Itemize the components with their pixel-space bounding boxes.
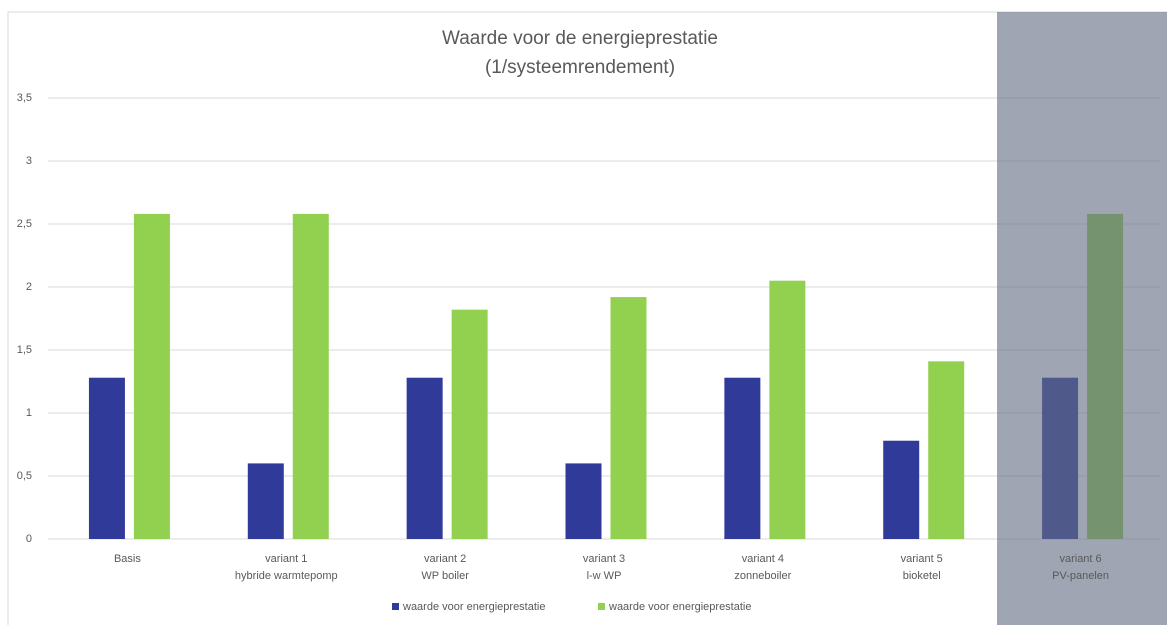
y-tick-label: 3	[26, 155, 32, 167]
x-tick-label: variant 3	[583, 553, 625, 565]
plot	[48, 97, 1160, 540]
bar	[88, 377, 125, 539]
bar	[883, 440, 920, 539]
x-tick-label: zonneboiler	[734, 570, 791, 582]
x-tick-label: variant 1	[265, 553, 307, 565]
y-tick-label: 3,5	[17, 92, 32, 104]
x-tick-label: variant 2	[424, 553, 466, 565]
bar	[247, 463, 284, 539]
bar	[133, 213, 170, 540]
legend-swatch	[392, 603, 399, 610]
bar	[406, 377, 443, 539]
x-tick-label: PV-panelen	[1052, 570, 1109, 582]
bar	[565, 463, 602, 539]
x-tick-label: hybride warmtepomp	[235, 570, 338, 582]
x-tick-label: WP boiler	[421, 570, 469, 582]
y-tick-label: 0,5	[17, 470, 32, 482]
bar	[769, 280, 806, 539]
y-tick-label: 1,5	[17, 344, 32, 356]
highlight	[997, 12, 1167, 625]
legend-label: waarde voor energieprestatie	[402, 601, 545, 613]
x-tick-label: variant 4	[742, 553, 784, 565]
legend-swatch	[598, 603, 605, 610]
bar	[292, 213, 329, 540]
x-tick-label: Basis	[114, 553, 141, 565]
y-tick-label: 0	[26, 533, 32, 545]
bar	[610, 297, 647, 539]
x-tick-label: l-w WP	[587, 570, 622, 582]
x-tick-label: variant 6	[1059, 553, 1101, 565]
legend-label: waarde voor energieprestatie	[608, 601, 751, 613]
x-tick-label: bioketel	[903, 570, 941, 582]
y-tick-label: 1	[26, 407, 32, 419]
chart-subtitle: (1/systeemrendement)	[485, 57, 675, 78]
x-tick-label: variant 5	[901, 553, 943, 565]
chart-title: Waarde voor de energieprestatie	[442, 28, 718, 49]
y-tick-label: 2,5	[17, 218, 32, 230]
bar	[724, 377, 761, 539]
y-tick-label: 2	[26, 281, 32, 293]
labels: 0 0,5 1 1,5 2 2,5 3 3,5 Basis variant 1 hybride wa…	[17, 92, 1109, 613]
bar	[928, 361, 965, 539]
bar	[451, 309, 488, 539]
